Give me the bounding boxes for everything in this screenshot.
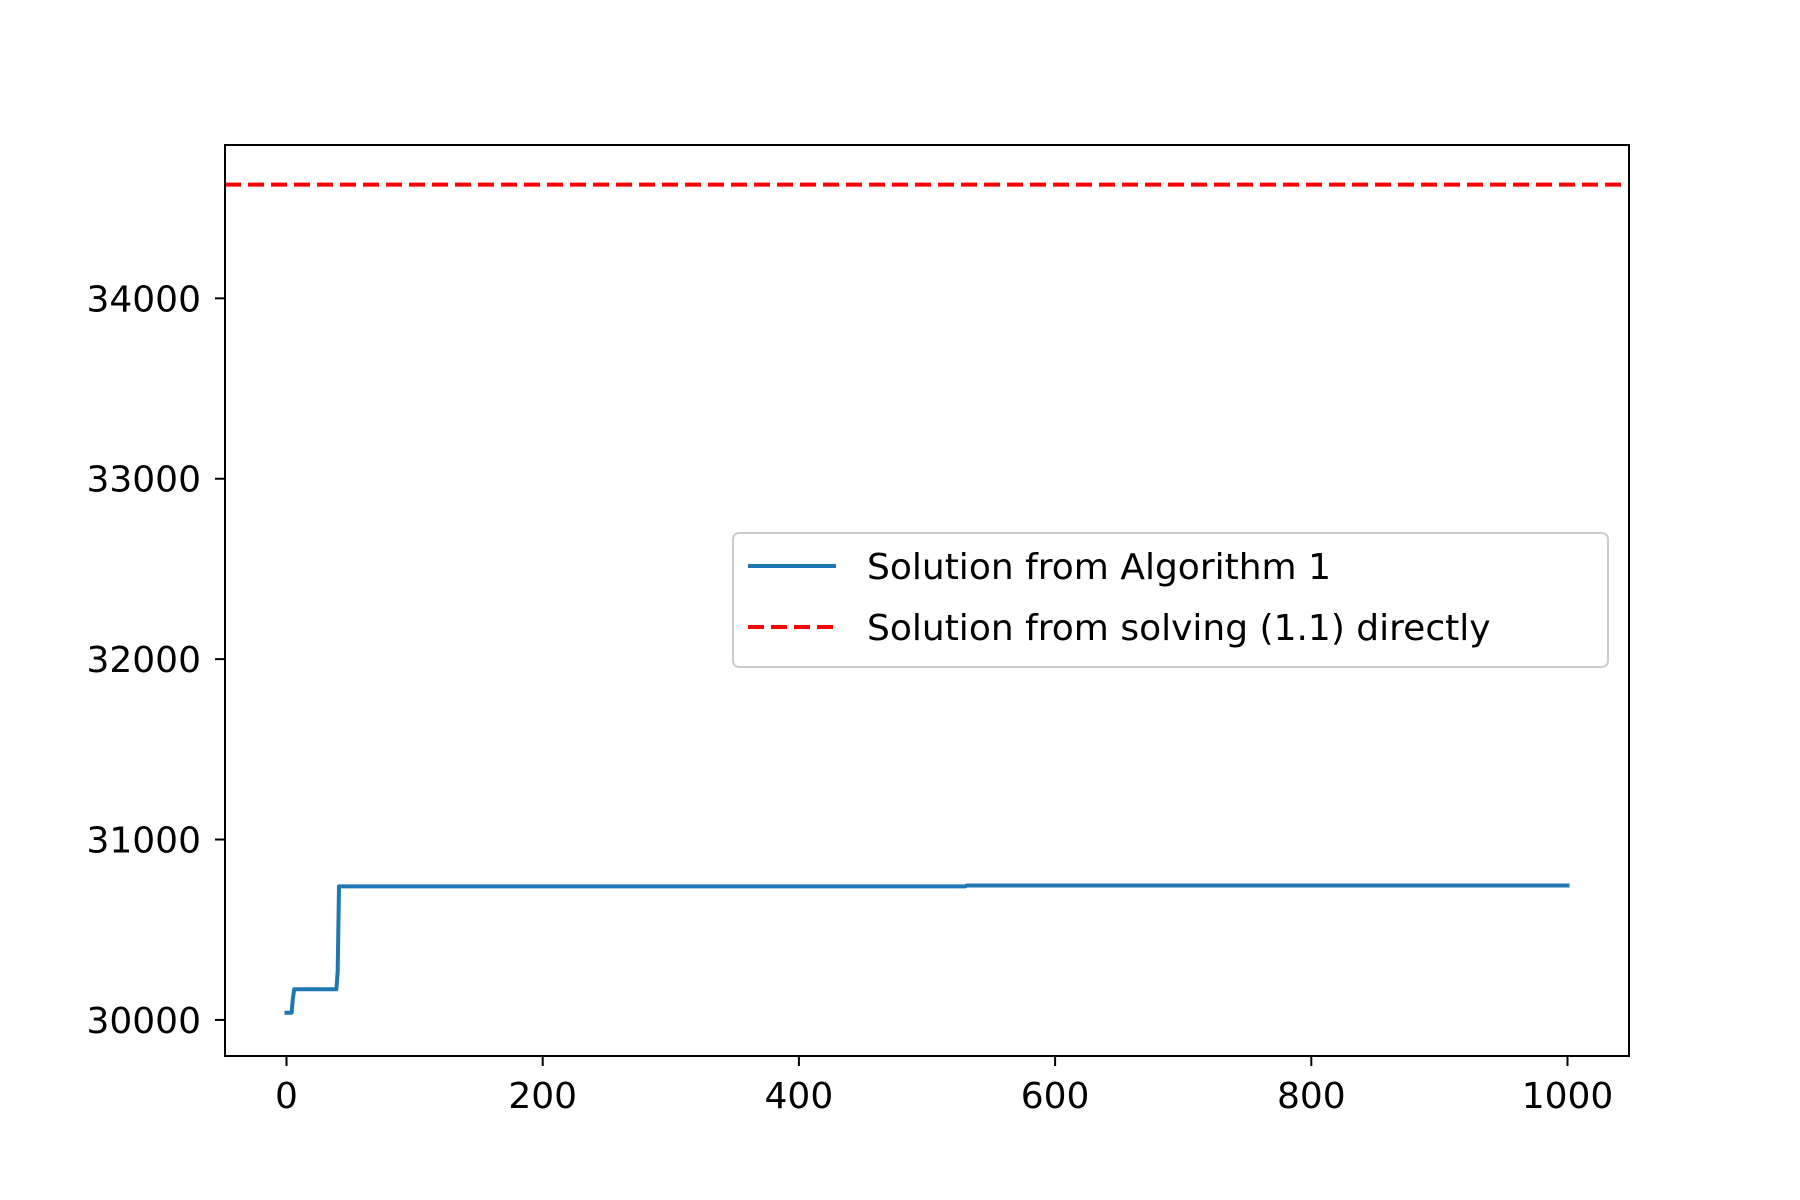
x-tick-label: 0	[275, 1076, 298, 1117]
y-tick-label: 33000	[86, 460, 201, 501]
series-layer	[225, 182, 1629, 1015]
x-tick-label: 800	[1277, 1076, 1346, 1117]
x-tick-label: 600	[1021, 1076, 1090, 1117]
x-tick-label: 1000	[1522, 1076, 1614, 1117]
y-tick-label: 30000	[86, 1001, 201, 1042]
y-tick-label: 34000	[86, 279, 201, 320]
x-tick-label: 400	[765, 1076, 834, 1117]
legend-box	[732, 532, 1609, 668]
x-tick-label: 200	[508, 1076, 577, 1117]
plot-area-frame	[224, 144, 1630, 1057]
x-axis-ticks: 0 200 400 600 800 1000	[275, 1056, 1613, 1117]
legend-label-direct-solve: Solution from solving (1.1) directly	[867, 608, 1491, 649]
legend: Solution from Algorithm 1 Solution from …	[732, 532, 1609, 668]
y-axis-ticks: 30000 31000 32000 33000 34000	[86, 279, 225, 1042]
y-tick-label: 32000	[86, 640, 201, 681]
y-tick-label: 31000	[86, 821, 201, 862]
series-line-algorithm-1	[284, 883, 1570, 1015]
legend-label-algorithm-1: Solution from Algorithm 1	[867, 547, 1331, 588]
